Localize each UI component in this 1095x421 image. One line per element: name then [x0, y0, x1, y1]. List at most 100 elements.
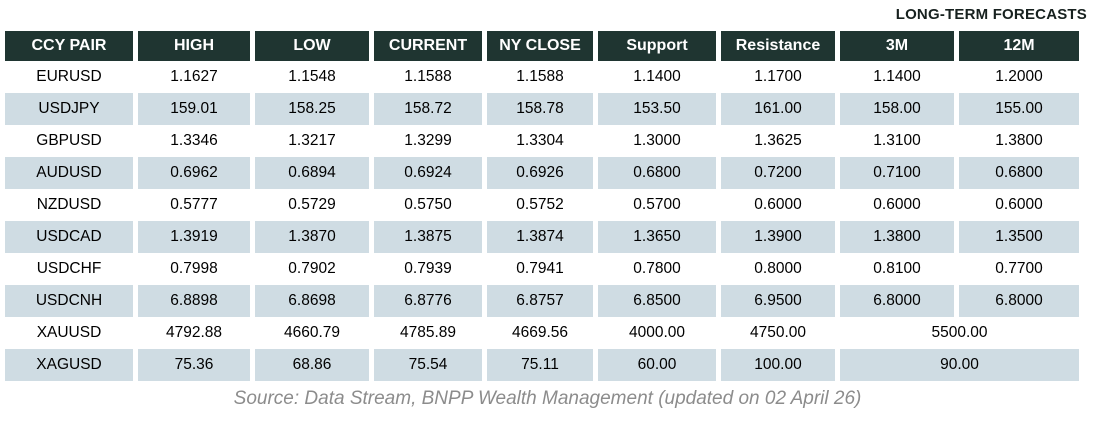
table-row: XAGUSD 75.36 68.86 75.54 75.11 60.00 100.00 90.…	[5, 349, 1079, 381]
cell-low: 1.1548	[255, 61, 369, 93]
cell-resistance: 1.1700	[721, 61, 835, 93]
cell-resistance: 161.00	[721, 93, 835, 125]
cell-ny-close: 1.1588	[487, 61, 593, 93]
cell-ny-close: 1.3304	[487, 125, 593, 157]
table-row: USDCHF 0.7998 0.7902 0.7939 0.7941 0.7800 0.80…	[5, 253, 1079, 285]
cell-support: 6.8500	[598, 285, 716, 317]
cell-forecast-3m: 6.8000	[840, 285, 954, 317]
cell-resistance: 100.00	[721, 349, 835, 381]
cell-high: 1.3346	[138, 125, 250, 157]
cell-ccy-pair: XAGUSD	[5, 349, 133, 381]
column-header-high: HIGH	[138, 31, 250, 61]
column-header-12m: 12M	[959, 31, 1079, 61]
cell-ccy-pair: USDCAD	[5, 221, 133, 253]
column-header-current: CURRENT	[374, 31, 482, 61]
cell-ny-close: 75.11	[487, 349, 593, 381]
cell-forecast-12m: 1.2000	[959, 61, 1079, 93]
cell-resistance: 4750.00	[721, 317, 835, 349]
cell-forecast-12m: 155.00	[959, 93, 1079, 125]
cell-ccy-pair: NZDUSD	[5, 189, 133, 221]
table-row: EURUSD 1.1627 1.1548 1.1588 1.1588 1.1400 1.17…	[5, 61, 1079, 93]
table-row: NZDUSD 0.5777 0.5729 0.5750 0.5752 0.5700 0.60…	[5, 189, 1079, 221]
cell-forecast-3m-12m-merged: 5500.00	[840, 317, 1079, 349]
column-header-ny-close: NY CLOSE	[487, 31, 593, 61]
cell-low: 0.5729	[255, 189, 369, 221]
cell-resistance: 0.6000	[721, 189, 835, 221]
cell-forecast-3m: 0.8100	[840, 253, 954, 285]
cell-forecast-12m: 0.7700	[959, 253, 1079, 285]
cell-ny-close: 0.6926	[487, 157, 593, 189]
cell-current: 158.72	[374, 93, 482, 125]
cell-ccy-pair: USDCHF	[5, 253, 133, 285]
cell-current: 75.54	[374, 349, 482, 381]
column-header-3m: 3M	[840, 31, 954, 61]
table-header: CCY PAIR HIGH LOW CURRENT NY CLOSE Suppo…	[5, 31, 1079, 61]
cell-resistance: 0.7200	[721, 157, 835, 189]
cell-ny-close: 0.7941	[487, 253, 593, 285]
cell-ny-close: 4669.56	[487, 317, 593, 349]
table-row: GBPUSD 1.3346 1.3217 1.3299 1.3304 1.3000 1.36…	[5, 125, 1079, 157]
column-header-support: Support	[598, 31, 716, 61]
cell-forecast-3m: 0.7100	[840, 157, 954, 189]
cell-low: 158.25	[255, 93, 369, 125]
cell-ccy-pair: XAUUSD	[5, 317, 133, 349]
cell-low: 0.6894	[255, 157, 369, 189]
cell-current: 0.6924	[374, 157, 482, 189]
column-header-ccy-pair: CCY PAIR	[5, 31, 133, 61]
cell-low: 68.86	[255, 349, 369, 381]
cell-forecast-12m: 6.8000	[959, 285, 1079, 317]
cell-resistance: 0.8000	[721, 253, 835, 285]
cell-resistance: 6.9500	[721, 285, 835, 317]
cell-ccy-pair: AUDUSD	[5, 157, 133, 189]
cell-forecast-12m: 0.6800	[959, 157, 1079, 189]
cell-high: 4792.88	[138, 317, 250, 349]
cell-high: 75.36	[138, 349, 250, 381]
cell-forecast-3m: 1.3800	[840, 221, 954, 253]
cell-support: 1.3000	[598, 125, 716, 157]
cell-resistance: 1.3625	[721, 125, 835, 157]
cell-forecast-12m: 1.3800	[959, 125, 1079, 157]
cell-forecast-3m: 1.1400	[840, 61, 954, 93]
cell-forecast-3m: 1.3100	[840, 125, 954, 157]
column-header-low: LOW	[255, 31, 369, 61]
cell-forecast-3m-12m-merged: 90.00	[840, 349, 1079, 381]
cell-ny-close: 158.78	[487, 93, 593, 125]
column-header-resistance: Resistance	[721, 31, 835, 61]
cell-resistance: 1.3900	[721, 221, 835, 253]
cell-support: 1.1400	[598, 61, 716, 93]
cell-current: 1.3875	[374, 221, 482, 253]
header-row: CCY PAIR HIGH LOW CURRENT NY CLOSE Suppo…	[5, 31, 1079, 61]
cell-current: 1.1588	[374, 61, 482, 93]
cell-forecast-12m: 0.6000	[959, 189, 1079, 221]
cell-high: 6.8898	[138, 285, 250, 317]
cell-low: 1.3217	[255, 125, 369, 157]
cell-high: 0.5777	[138, 189, 250, 221]
cell-support: 4000.00	[598, 317, 716, 349]
table-row: XAUUSD 4792.88 4660.79 4785.89 4669.56 4000.0…	[5, 317, 1079, 349]
table-row: AUDUSD 0.6962 0.6894 0.6924 0.6926 0.6800 0.72…	[5, 157, 1079, 189]
cell-high: 0.7998	[138, 253, 250, 285]
cell-ccy-pair: USDCNH	[5, 285, 133, 317]
cell-forecast-3m: 158.00	[840, 93, 954, 125]
cell-low: 6.8698	[255, 285, 369, 317]
cell-support: 0.5700	[598, 189, 716, 221]
cell-current: 0.5750	[374, 189, 482, 221]
cell-ccy-pair: EURUSD	[5, 61, 133, 93]
cell-high: 0.6962	[138, 157, 250, 189]
cell-current: 1.3299	[374, 125, 482, 157]
cell-high: 159.01	[138, 93, 250, 125]
cell-low: 4660.79	[255, 317, 369, 349]
cell-support: 1.3650	[598, 221, 716, 253]
cell-support: 153.50	[598, 93, 716, 125]
cell-support: 60.00	[598, 349, 716, 381]
cell-high: 1.1627	[138, 61, 250, 93]
cell-ny-close: 6.8757	[487, 285, 593, 317]
source-note: Source: Data Stream, BNPP Wealth Managem…	[233, 388, 862, 409]
fx-forecast-panel: LONG-TERM FORECASTS CCY PAIR HIGH LOW CU…	[5, 6, 1087, 409]
table-row: USDJPY 159.01 158.25 158.72 158.78 153.50 161.…	[5, 93, 1079, 125]
cell-high: 1.3919	[138, 221, 250, 253]
long-term-forecasts-label: LONG-TERM FORECASTS	[895, 6, 1087, 23]
table-row: USDCAD 1.3919 1.3870 1.3875 1.3874 1.3650 1.39…	[5, 221, 1079, 253]
cell-support: 0.6800	[598, 157, 716, 189]
cell-current: 6.8776	[374, 285, 482, 317]
